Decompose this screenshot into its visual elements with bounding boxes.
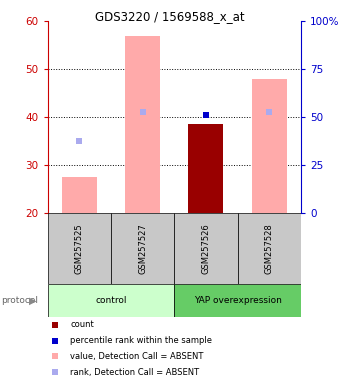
Text: percentile rank within the sample: percentile rank within the sample [70, 336, 212, 345]
Text: GSM257525: GSM257525 [75, 223, 84, 274]
Text: YAP overexpression: YAP overexpression [194, 296, 282, 305]
Text: rank, Detection Call = ABSENT: rank, Detection Call = ABSENT [70, 368, 200, 377]
Text: value, Detection Call = ABSENT: value, Detection Call = ABSENT [70, 352, 204, 361]
Bar [252, 79, 287, 213]
Text: GSM257528: GSM257528 [265, 223, 274, 274]
Text: GDS3220 / 1569588_x_at: GDS3220 / 1569588_x_at [95, 10, 245, 23]
Text: GSM257527: GSM257527 [138, 223, 147, 274]
Bar [174, 213, 238, 284]
Text: ▶: ▶ [29, 295, 36, 306]
Text: count: count [70, 320, 94, 329]
Bar [48, 284, 174, 317]
Bar [111, 213, 174, 284]
Bar [125, 36, 160, 213]
Bar [48, 213, 111, 284]
Bar [188, 124, 223, 213]
Bar [174, 284, 301, 317]
Bar [238, 213, 301, 284]
Text: protocol: protocol [1, 296, 38, 305]
Text: GSM257526: GSM257526 [201, 223, 210, 274]
Text: control: control [95, 296, 127, 305]
Bar [62, 177, 97, 213]
